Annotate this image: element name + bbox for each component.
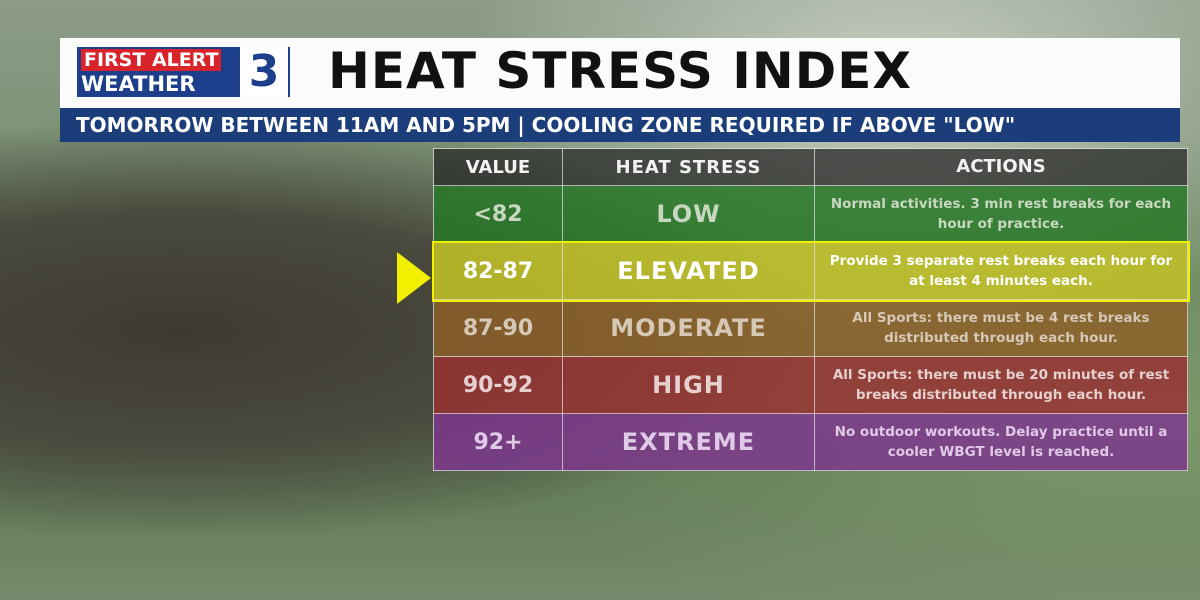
stress-cell: LOW (562, 185, 815, 243)
stress-cell: MODERATE (562, 299, 815, 357)
table-row: 92+ EXTREME No outdoor workouts. Delay pra… (433, 413, 1188, 471)
action-cell: No outdoor workouts. Delay practice unti… (814, 413, 1188, 471)
table-row: 90-92 HIGH All Sports: there must be 20 mi… (433, 356, 1188, 414)
column-header: ACTIONS (814, 148, 1188, 186)
stress-cell: EXTREME (562, 413, 815, 471)
action-cell: Provide 3 separate rest breaks each hour… (814, 242, 1188, 300)
column-header: VALUE (433, 148, 563, 186)
title: HEAT STRESS INDEX (328, 42, 912, 100)
header-row: VALUE HEAT STRESS ACTIONS (433, 148, 1188, 186)
stress-cell: HIGH (562, 356, 815, 414)
heat-table: VALUE HEAT STRESS ACTIONS <82 LOW Normal a… (431, 148, 1190, 471)
table-body: VALUE HEAT STRESS ACTIONS <82 LOW Normal a… (431, 148, 1190, 471)
value-cell: 82-87 (433, 242, 563, 300)
action-cell: All Sports: there must be 20 minutes of … (814, 356, 1188, 414)
logo-line2: WEATHER (81, 72, 196, 96)
action-cell: All Sports: there must be 4 rest breaks … (814, 299, 1188, 357)
stress-cell: ELEVATED (562, 242, 815, 300)
value-cell: 87-90 (433, 299, 563, 357)
header: FIRST ALERT WEATHER 3 HEAT STRESS INDEX (60, 38, 1180, 108)
subtitle: TOMORROW BETWEEN 11AM AND 5PM | COOLING … (60, 108, 1180, 142)
logo-number: 3 (240, 47, 288, 97)
value-cell: <82 (433, 185, 563, 243)
logo: FIRST ALERT WEATHER 3 (77, 47, 290, 97)
arrow-shape (397, 252, 431, 304)
column-header: HEAT STRESS (562, 148, 815, 186)
value-cell: 90-92 (433, 356, 563, 414)
logo-line1: FIRST ALERT (81, 49, 222, 71)
table-row: 82-87 ELEVATED Provide 3 separate rest bre… (431, 240, 1190, 302)
table-row: 87-90 MODERATE All Sports: there must be 4… (433, 299, 1188, 357)
action-cell: Normal activities. 3 min rest breaks for… (814, 185, 1188, 243)
value-cell: 92+ (433, 413, 563, 471)
table-row: <82 LOW Normal activities. 3 min rest brea… (433, 185, 1188, 243)
highlight-arrow (397, 252, 431, 304)
